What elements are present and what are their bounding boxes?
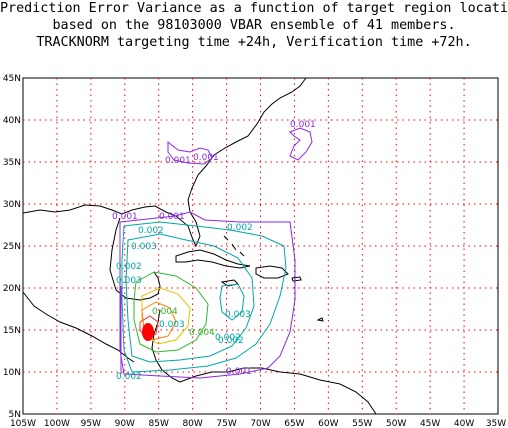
coastline-cuba [175, 249, 251, 269]
contour-label: 0.001 [159, 212, 185, 222]
y-tick-label: 15N [3, 326, 21, 336]
contour-label: 0.003 [116, 276, 142, 286]
x-tick-label: 90W [115, 419, 135, 428]
contour-lines [119, 127, 313, 379]
contour-label: 0.002 [227, 223, 253, 233]
map-title-line-3: TRACKNORM targeting time +24h, Verificat… [36, 35, 472, 50]
x-tick-label: 100W [44, 419, 70, 428]
map-title-line-1: Prediction Error Variance as a function … [0, 1, 508, 16]
x-tick-label: 105W [10, 419, 36, 428]
contour-0.003-inner [219, 283, 245, 321]
x-tick-label: 50W [386, 419, 406, 428]
x-tick-label: 55W [352, 419, 372, 428]
x-tick-label: 40W [454, 419, 474, 428]
coastline-small-islands [316, 317, 324, 322]
contour-0.002 [121, 221, 287, 373]
y-tick-label: 20N [3, 284, 21, 294]
coastline-hispaniola [255, 265, 289, 279]
map-grid [23, 78, 498, 414]
contour-0.003 [125, 233, 255, 363]
y-tick-label: 5N [9, 410, 21, 420]
contour-label: 0.001 [290, 120, 316, 130]
x-tick-label: 95W [81, 419, 101, 428]
x-tick-label: 85W [149, 419, 169, 428]
contour-label: 0.002 [116, 262, 142, 272]
y-tick-label: 45N [3, 74, 21, 84]
contour-label: 0.002 [138, 226, 164, 236]
contour-label: 0.002 [116, 372, 142, 382]
map-title-line-2: based on the 98103000 VBAR ensemble of 4… [52, 18, 456, 33]
x-tick-label: 60W [318, 419, 338, 428]
x-tick-labels: 105W 100W 95W 90W 85W 80W 75W 70W 65W 60W 55W 50W 45… [10, 419, 506, 428]
y-tick-label: 40N [3, 116, 21, 126]
x-tick-label: 45W [420, 419, 440, 428]
contour-label: 0.002 [215, 333, 241, 343]
contour-label: 0.003 [131, 242, 157, 252]
contour-0.001-outer [119, 211, 296, 379]
x-tick-label: 80W [182, 419, 202, 428]
y-tick-label: 10N [3, 368, 21, 378]
contour-label: 0.001 [193, 153, 219, 163]
x-tick-label: 70W [250, 419, 270, 428]
contour-label: 0.004 [152, 307, 178, 317]
coastline-bahamas [223, 235, 245, 257]
coastline-us-gulf-atlantic [22, 77, 307, 248]
contour-label: 0.004 [189, 328, 215, 338]
coastline-south-america [179, 367, 377, 415]
max-variance-region [142, 323, 154, 341]
contour-label: 0.001 [226, 367, 252, 377]
x-tick-label: 75W [216, 419, 236, 428]
y-tick-label: 30N [3, 200, 21, 210]
x-tick-label: 65W [284, 419, 304, 428]
contour-label: 0.002 [218, 336, 244, 346]
contour-0.001-northeast [289, 127, 313, 161]
contour-label: 0.003 [159, 320, 185, 330]
contour-label: 0.001 [165, 156, 191, 166]
contour-0.004 [133, 271, 209, 353]
contour-label: 0.003 [225, 310, 251, 320]
x-tick-label: 35W [486, 419, 506, 428]
coastline-puerto-rico [291, 276, 302, 282]
y-tick-labels: 5N 10N 15N 20N 25N 30N 35N 40N 45N [3, 74, 21, 420]
contour-0.007 [139, 315, 159, 339]
contour-label: 0.001 [112, 212, 138, 222]
y-tick-label: 25N [3, 242, 21, 252]
y-tick-label: 35N [3, 158, 21, 168]
contour-0.001-north [167, 140, 213, 165]
